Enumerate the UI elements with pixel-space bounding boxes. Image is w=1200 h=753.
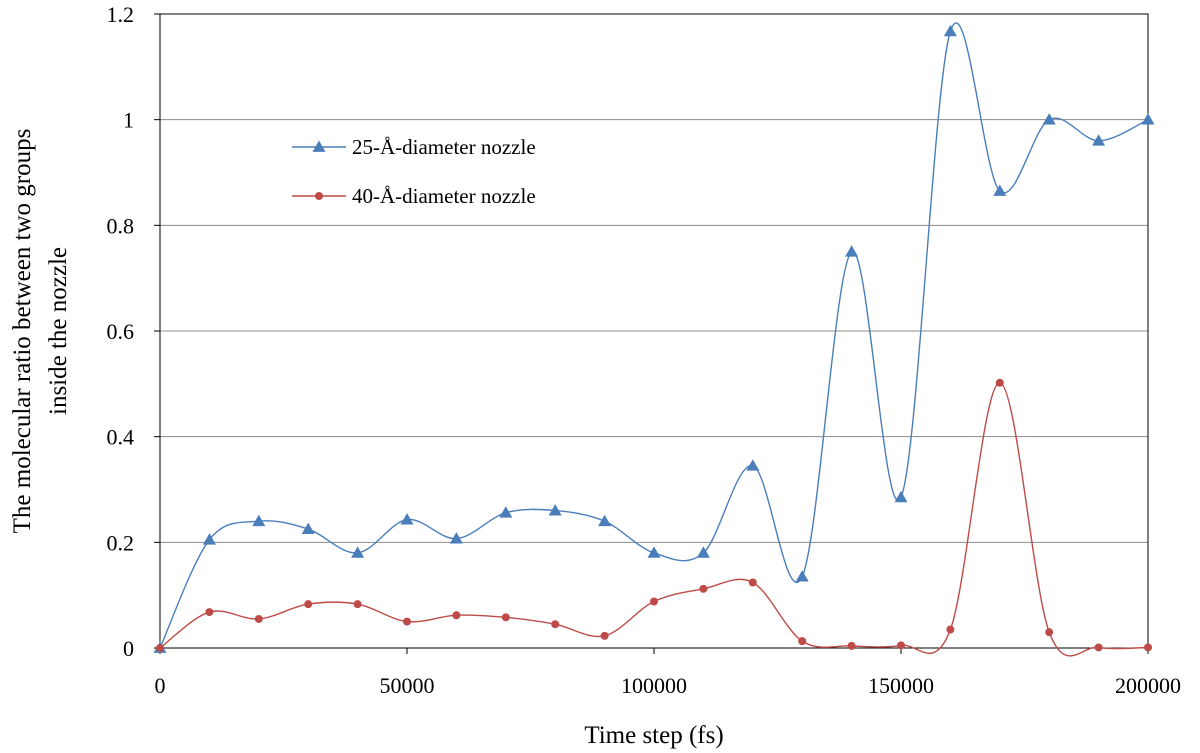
data-point [1094, 643, 1103, 652]
legend-label: 40-Å-diameter nozzle [352, 184, 536, 208]
series-1 [153, 22, 1155, 653]
data-point [551, 620, 560, 629]
y-tick-label: 0.4 [107, 425, 135, 450]
data-point [600, 631, 609, 640]
data-point [993, 184, 1007, 196]
legend-marker [315, 192, 323, 200]
x-axis-label: Time step (fs) [584, 722, 723, 749]
data-point [748, 578, 757, 587]
data-point [1144, 643, 1152, 652]
data-point [696, 546, 710, 558]
legend: 25-Å-diameter nozzle 40-Å-diameter nozzle [292, 135, 536, 208]
data-point [798, 637, 807, 646]
data-point [403, 617, 411, 626]
data-point [647, 546, 661, 558]
data-point [699, 584, 708, 593]
data-point [845, 245, 859, 257]
data-point [598, 514, 612, 527]
data-point [995, 378, 1004, 387]
legend-label: 25-Å-diameter nozzle [352, 135, 536, 159]
y-tick-label: 1.2 [107, 2, 135, 27]
series-line [159, 382, 1149, 657]
data-point [894, 490, 908, 503]
tick-labels: 0 0.2 0.4 0.6 0.8 1 1.2 0 50000 100000 150000 20000… [107, 2, 1182, 698]
data-point [254, 614, 263, 623]
y-tick-label: 0.2 [107, 530, 135, 555]
series-2 [156, 378, 1152, 657]
data-point [452, 611, 461, 620]
data-point [897, 641, 905, 650]
data-point [746, 459, 760, 471]
data-point [156, 644, 164, 652]
y-axis-label: The molecular ratio between two groups i… [9, 129, 72, 534]
y-tick-label: 1 [123, 108, 134, 133]
data-point [1042, 113, 1056, 125]
data-point [650, 597, 658, 606]
data-point [499, 506, 513, 518]
legend-entry-2: 40-Å-diameter nozzle [292, 184, 536, 208]
data-point [252, 514, 266, 527]
data-point [202, 533, 216, 545]
x-tick-label: 150000 [868, 673, 934, 698]
data-point [301, 522, 315, 534]
gridlines [160, 119, 1148, 543]
x-tick-label: 0 [155, 673, 166, 698]
series-layer [153, 22, 1155, 657]
legend-entry-1: 25-Å-diameter nozzle [292, 135, 536, 159]
y-tick-label: 0.8 [107, 213, 135, 238]
data-point [847, 641, 856, 650]
data-point [449, 532, 463, 544]
legend-marker [312, 140, 326, 152]
data-point [351, 546, 365, 558]
data-point [501, 613, 510, 622]
data-point [1092, 134, 1106, 146]
x-tick-label: 50000 [380, 673, 435, 698]
y-axis-label-line-1: The molecular ratio between two groups [9, 129, 36, 534]
data-point [205, 608, 214, 617]
y-tick-label: 0.6 [107, 319, 135, 344]
y-tick-label: 0 [123, 636, 134, 661]
data-point [1141, 113, 1155, 125]
data-point [400, 513, 414, 525]
data-point [304, 600, 313, 609]
data-point [353, 600, 362, 609]
data-point [548, 504, 562, 516]
data-point [1045, 628, 1054, 637]
x-tick-label: 200000 [1115, 673, 1181, 698]
data-point [795, 570, 809, 582]
data-point [943, 24, 957, 37]
y-axis-label-line-2: inside the nozzle [45, 247, 72, 415]
x-tick-label: 100000 [621, 673, 687, 698]
data-point [946, 625, 955, 634]
